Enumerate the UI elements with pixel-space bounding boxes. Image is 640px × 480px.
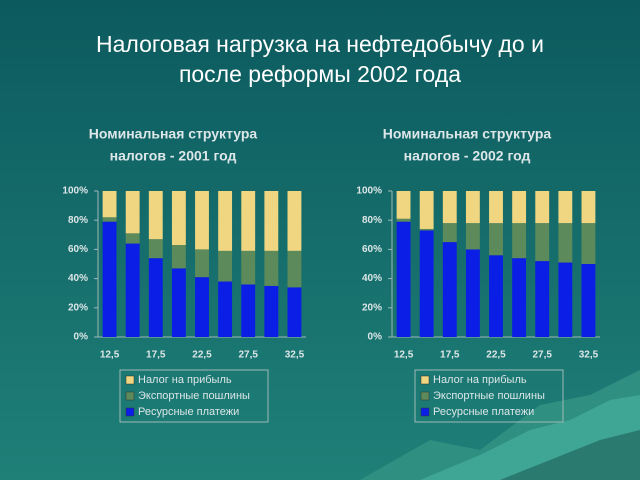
bar-segment [396,221,411,337]
bar-segment [419,228,434,231]
bar-segment [264,250,279,286]
bar-segment [102,191,117,218]
bar-segment [489,255,503,337]
bar-segment [171,245,186,269]
x-tick-label: 22,5 [192,350,212,361]
y-tick-label: 20% [362,302,382,313]
bar-segment [581,191,596,224]
bar-segment [148,258,163,337]
bar-segment [218,281,233,337]
bar-segment [512,191,527,224]
y-tick-label: 100% [356,186,382,197]
bar-segment [287,250,302,288]
bar-segment [535,191,550,224]
bar-segment [195,191,209,250]
mountains [360,370,640,480]
bar-segment [218,191,233,251]
bar-segment [396,191,411,219]
bar-segment [558,223,573,263]
y-tick-label: 40% [68,273,88,284]
bar-segment [148,191,163,240]
bar-segment [218,250,233,282]
bar-segment [581,264,596,337]
x-tick-label: 32,5 [579,350,599,361]
legend-swatch [125,407,135,417]
y-tick-label: 80% [362,215,382,226]
y-tick-label: 60% [68,244,88,255]
legend-label: Налог на прибыль [433,374,527,386]
legend-swatch [420,407,430,417]
y-tick-label: 20% [68,302,88,313]
bar-segment [465,249,480,337]
legend-label: Экспортные пошлины [138,390,250,402]
bar-segment [465,191,480,224]
bar-segment [581,223,596,264]
legend-label: Ресурсные платежи [138,406,239,418]
y-tick-label: 40% [362,273,382,284]
chart-title: налогов - 2002 год [404,148,531,164]
bar-segment [125,243,140,337]
legend-label: Ресурсные платежи [433,406,534,418]
legend-swatch [125,391,135,401]
bar-segment [287,287,302,337]
chart-title: Номинальная структура [383,126,552,142]
bar-segment [125,191,140,234]
bar-segment [512,223,527,259]
y-tick-label: 80% [68,215,88,226]
legend-label: Экспортные пошлины [433,390,545,402]
bar-segment [512,258,527,337]
bar-segment [171,268,186,337]
bar-segment [442,191,457,224]
y-tick-label: 100% [62,186,88,197]
bar-segment [489,191,503,224]
bar-segment [489,223,503,256]
bar-segment [125,233,140,244]
x-tick-label: 22,5 [486,350,506,361]
bar-segment [396,218,411,222]
bar-segment [264,285,279,337]
bar-segment [558,191,573,224]
bar-segment [419,230,434,337]
bar-segment [535,261,550,337]
bar-segment [442,223,457,243]
x-tick-label: 12,5 [394,350,414,361]
bar-segment [241,284,256,337]
bar-segment [171,191,186,246]
x-tick-label: 32,5 [285,350,305,361]
legend-swatch [125,375,135,385]
bar-segment [241,250,256,285]
bar-segment [102,217,117,222]
x-tick-label: 17,5 [146,350,166,361]
legend-box [414,369,564,423]
x-tick-label: 27,5 [532,350,552,361]
x-tick-label: 27,5 [238,350,258,361]
bar-segment [419,191,434,229]
slide-title: после реформы 2002 года [179,61,461,87]
legend-swatch [420,391,430,401]
chart-title: Номинальная структура [89,126,258,142]
bar-segment [102,221,117,337]
bar-segment [287,191,302,251]
y-tick-label: 0% [368,332,383,343]
bar-segment [465,223,480,250]
y-tick-label: 60% [362,244,382,255]
bar-segment [241,191,256,251]
y-tick-label: 0% [74,332,89,343]
bar-segment [264,191,279,251]
bar-segment [148,239,163,259]
chart-title: налогов - 2001 год [110,148,237,164]
legend-label: Налог на прибыль [138,374,232,386]
bar-segment [195,249,209,278]
x-tick-label: 12,5 [100,350,120,361]
legend-swatch [420,375,430,385]
legend-box [119,369,269,423]
bar-segment [195,277,209,337]
bar-segment [442,242,457,337]
slide-title: Налоговая нагрузка на нефтедобычу до и [96,31,544,57]
x-tick-label: 17,5 [440,350,460,361]
bar-segment [535,223,550,262]
bar-segment [558,262,573,337]
